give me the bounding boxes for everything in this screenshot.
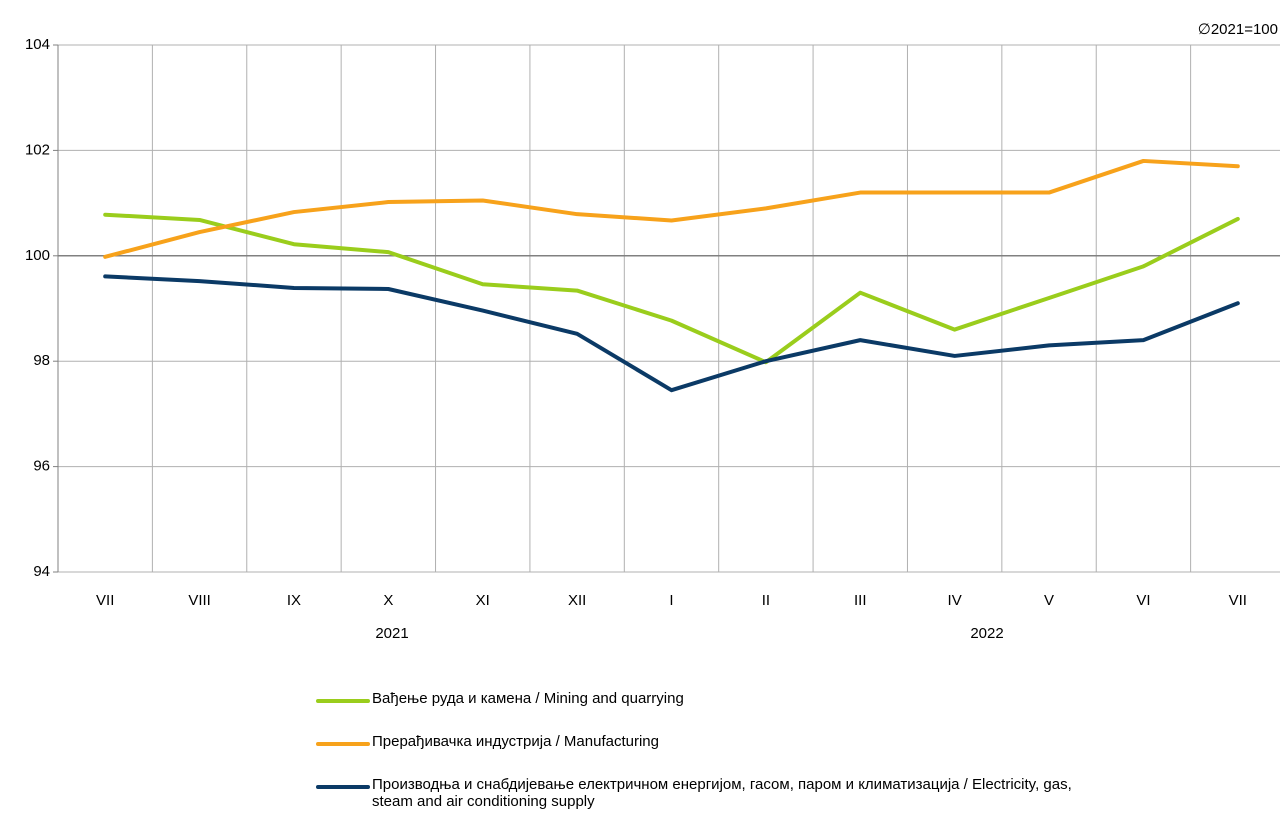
legend-item: Производња и снабдијевање електричном ен… <box>316 776 1087 810</box>
y-tick-label: 102 <box>25 141 50 158</box>
legend-swatch <box>316 699 370 703</box>
line <box>103 274 1240 393</box>
legend-item: Прерађивачка индустрија / Manufacturing <box>316 733 1087 750</box>
legend-label: Прерађивачка индустрија / Manufacturing <box>372 733 659 750</box>
x-tick-label: VIII <box>188 592 211 609</box>
x-group-label: 2022 <box>970 625 1003 642</box>
y-tick-label: 100 <box>25 247 50 264</box>
x-tick-label: I <box>669 592 673 609</box>
x-tick-label: IX <box>287 592 301 609</box>
legend-label: Вађење руда и камена / Mining and quarry… <box>372 690 684 707</box>
legend-label: Производња и снабдијевање електричном ен… <box>372 776 1072 810</box>
note: ∅2021=100 <box>1198 21 1278 38</box>
y-tick-label: 104 <box>25 36 50 53</box>
legend-swatch <box>316 742 370 746</box>
x-tick-label: II <box>762 592 770 609</box>
x-tick-label: VII <box>96 592 114 609</box>
x-tick-label: V <box>1044 592 1054 609</box>
legend-item: Вађење руда и камена / Mining and quarry… <box>316 690 1087 707</box>
x-tick-label: XII <box>568 592 586 609</box>
x-tick-label: X <box>383 592 393 609</box>
x-group-label: 2021 <box>375 625 408 642</box>
legend: Вађење руда и камена / Mining and quarry… <box>316 690 1087 836</box>
line <box>103 212 1240 365</box>
x-tick-label: VI <box>1136 592 1150 609</box>
y-tick-label: 96 <box>33 458 50 475</box>
y-tick-label: 98 <box>33 352 50 369</box>
x-tick-label: XI <box>476 592 490 609</box>
y-tick-label: 94 <box>33 563 50 580</box>
legend-swatch <box>316 785 370 789</box>
x-tick-label: III <box>854 592 867 609</box>
x-tick-label: VII <box>1229 592 1247 609</box>
line <box>103 158 1240 259</box>
x-tick-label: IV <box>948 592 962 609</box>
